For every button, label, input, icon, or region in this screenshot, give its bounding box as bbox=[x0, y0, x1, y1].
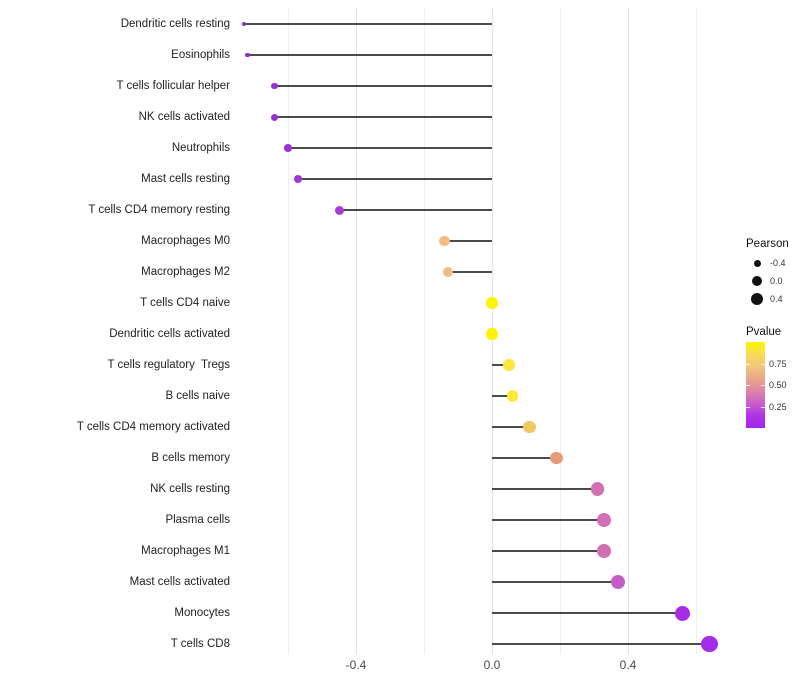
legend-size-dot bbox=[753, 259, 761, 267]
minor-gridline bbox=[560, 8, 561, 654]
gradient-tick-label: 0.50 bbox=[769, 380, 787, 390]
lollipop-stem bbox=[247, 54, 492, 56]
lollipop-dot bbox=[597, 544, 612, 558]
lollipop-stem bbox=[492, 643, 710, 645]
lollipop-stem bbox=[444, 240, 492, 242]
lollipop-dot bbox=[506, 390, 519, 402]
lollipop-dot bbox=[284, 144, 292, 152]
minor-gridline bbox=[424, 8, 425, 654]
lollipop-dot bbox=[610, 574, 625, 590]
y-axis-label: T cells CD4 memory resting bbox=[88, 204, 230, 216]
y-axis-label: T cells regulatory Tregs bbox=[107, 359, 230, 371]
y-axis-label: B cells memory bbox=[151, 452, 230, 464]
y-axis-label: Dendritic cells activated bbox=[109, 328, 230, 340]
lollipop-stem bbox=[492, 612, 683, 614]
legend-pvalue-title: Pvalue bbox=[746, 326, 782, 338]
lollipop-stem bbox=[298, 178, 492, 180]
lollipop-dot bbox=[439, 235, 450, 247]
lollipop-stem bbox=[492, 581, 618, 583]
lollipop-stem bbox=[288, 147, 492, 149]
y-axis-label: Mast cells activated bbox=[129, 576, 230, 588]
lollipop-stem bbox=[243, 23, 492, 25]
y-axis-label: Monocytes bbox=[174, 607, 230, 619]
lollipop-stem bbox=[274, 85, 492, 87]
legend-size-label: 0.0 bbox=[770, 276, 783, 286]
lollipop-dot bbox=[486, 297, 498, 309]
lollipop-dot bbox=[503, 359, 515, 371]
gradient-tick-mark bbox=[746, 406, 750, 408]
major-gridline bbox=[628, 8, 629, 654]
gradient-tick-mark bbox=[746, 385, 750, 386]
lollipop-dot bbox=[486, 328, 498, 340]
x-axis-tick-label: -0.4 bbox=[345, 658, 367, 672]
y-axis-label: T cells follicular helper bbox=[116, 80, 230, 92]
lollipop-dot bbox=[597, 513, 612, 527]
pvalue-gradient-bar bbox=[746, 342, 765, 428]
gradient-tick-mark bbox=[761, 385, 765, 386]
legend-size-label: -0.4 bbox=[770, 258, 786, 268]
minor-gridline bbox=[288, 8, 289, 654]
lollipop-dot bbox=[550, 451, 563, 465]
lollipop-dot bbox=[294, 175, 303, 183]
major-gridline bbox=[356, 8, 357, 654]
lollipop-dot bbox=[590, 482, 605, 496]
lollipop-stem bbox=[492, 519, 605, 521]
y-axis-label: Plasma cells bbox=[165, 514, 230, 526]
y-axis-label: NK cells activated bbox=[138, 111, 230, 123]
y-axis-label: Dendritic cells resting bbox=[120, 18, 230, 30]
legend-size-label: 0.4 bbox=[770, 294, 783, 304]
y-axis-label: Macrophages M2 bbox=[141, 266, 230, 278]
legend-pearson-title: Pearson bbox=[746, 238, 789, 250]
lollipop-dot bbox=[674, 605, 690, 621]
lollipop-dot bbox=[334, 205, 344, 215]
x-axis-tick-label: 0.4 bbox=[619, 658, 637, 672]
y-axis-label: Eosinophils bbox=[171, 49, 230, 61]
lollipop-stem bbox=[492, 550, 605, 552]
y-axis-label: Mast cells resting bbox=[141, 173, 230, 185]
lollipop-stem bbox=[339, 209, 492, 211]
lollipop-stem bbox=[447, 271, 492, 273]
lollipop-dot bbox=[271, 82, 278, 90]
lollipop-dot bbox=[442, 266, 453, 278]
lollipop-stem bbox=[492, 426, 530, 428]
lollipop-stem bbox=[492, 488, 598, 490]
lollipop-dot bbox=[701, 635, 718, 653]
lollipop-dot bbox=[270, 113, 278, 121]
gradient-tick-label: 0.75 bbox=[769, 358, 787, 369]
gradient-tick-label: 0.25 bbox=[769, 401, 787, 412]
gradient-tick-mark bbox=[761, 406, 765, 408]
y-axis-label: Macrophages M1 bbox=[141, 545, 230, 557]
lollipop-stem bbox=[492, 395, 513, 397]
gradient-tick-mark bbox=[746, 363, 750, 365]
lollipop-dot bbox=[244, 52, 250, 58]
lollipop-stem bbox=[492, 457, 557, 459]
gradient-tick-mark bbox=[761, 363, 765, 365]
legend-size-dot bbox=[752, 276, 762, 286]
y-axis-label: T cells CD8 bbox=[170, 638, 230, 650]
lollipop-dot bbox=[523, 420, 536, 434]
y-axis-label: B cells naive bbox=[165, 390, 230, 402]
legend-size-dot bbox=[750, 292, 764, 306]
y-axis-label: T cells CD4 memory activated bbox=[76, 421, 230, 433]
y-axis-label: Neutrophils bbox=[171, 142, 230, 154]
plot-panel bbox=[238, 8, 738, 654]
y-axis-label: T cells CD4 naive bbox=[140, 297, 230, 309]
minor-gridline bbox=[696, 8, 697, 654]
y-axis-label: Macrophages M0 bbox=[141, 235, 230, 247]
x-axis-tick-label: 0.0 bbox=[483, 658, 501, 672]
lollipop-stem bbox=[274, 116, 492, 118]
y-axis-label: NK cells resting bbox=[150, 483, 230, 495]
lollipop-stem bbox=[492, 364, 509, 366]
lollipop-dot bbox=[241, 21, 246, 27]
